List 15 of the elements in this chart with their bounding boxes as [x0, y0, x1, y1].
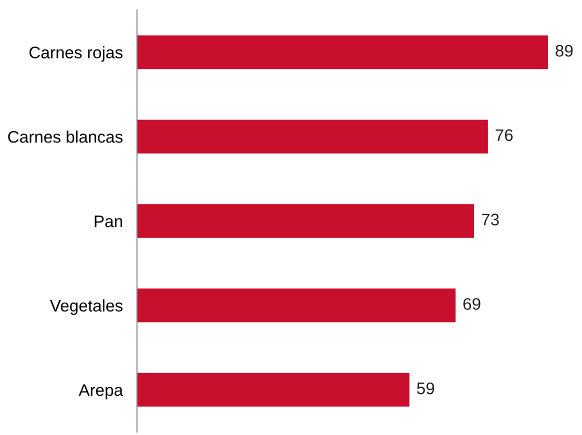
- data-label: 73: [482, 214, 499, 226]
- data-label: 89: [556, 44, 573, 57]
- bar: [137, 35, 548, 70]
- bar: [137, 288, 456, 322]
- y-tick-label: Pan: [94, 216, 122, 228]
- bar: [137, 372, 410, 407]
- bar: [137, 204, 474, 238]
- y-tick-label: Carnes blancas: [8, 130, 123, 143]
- y-tick-label: Carnes rojas: [29, 46, 123, 62]
- y-tick-label: Arepa: [78, 384, 124, 400]
- bar: [137, 120, 488, 154]
- data-label: 76: [496, 129, 513, 142]
- data-label: 69: [463, 298, 480, 310]
- data-label: 59: [417, 382, 434, 394]
- y-tick-label: Vegetales: [50, 299, 123, 315]
